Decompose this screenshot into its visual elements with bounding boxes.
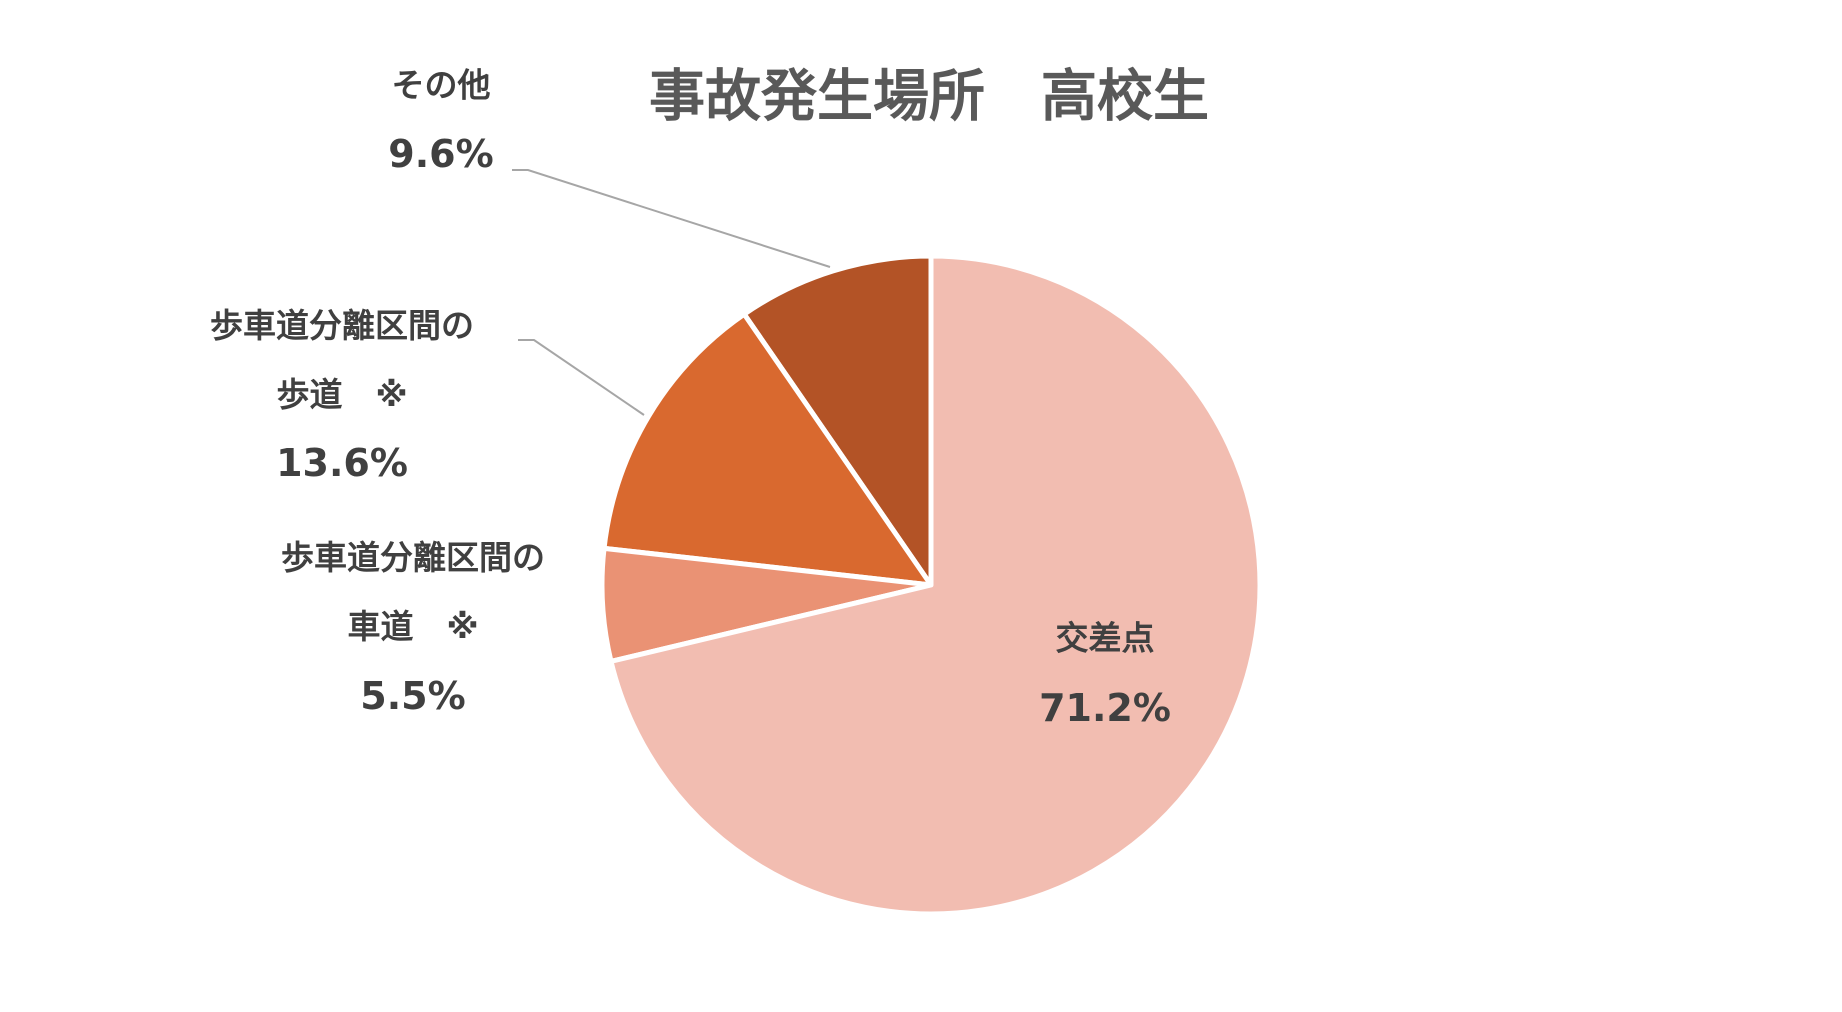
value-label: 71.2% bbox=[1039, 686, 1171, 730]
value-label: 13.6% bbox=[276, 441, 408, 485]
pie-slice bbox=[601, 311, 934, 588]
category-label: 歩車道分離区間の 歩道 ※ bbox=[210, 306, 474, 414]
pie-slice bbox=[741, 253, 934, 588]
chart-title: 事故発生場所 高校生 bbox=[649, 64, 1209, 130]
category-label: 歩車道分離区間の 車道 ※ bbox=[281, 538, 545, 646]
pie-slice bbox=[608, 253, 1263, 917]
category-label: 交差点 bbox=[1055, 618, 1155, 658]
leader-line bbox=[518, 339, 645, 416]
category-label: その他 bbox=[391, 65, 491, 105]
leader-line bbox=[512, 169, 831, 268]
value-label: 9.6% bbox=[388, 132, 494, 176]
value-label: 5.5% bbox=[360, 674, 466, 718]
